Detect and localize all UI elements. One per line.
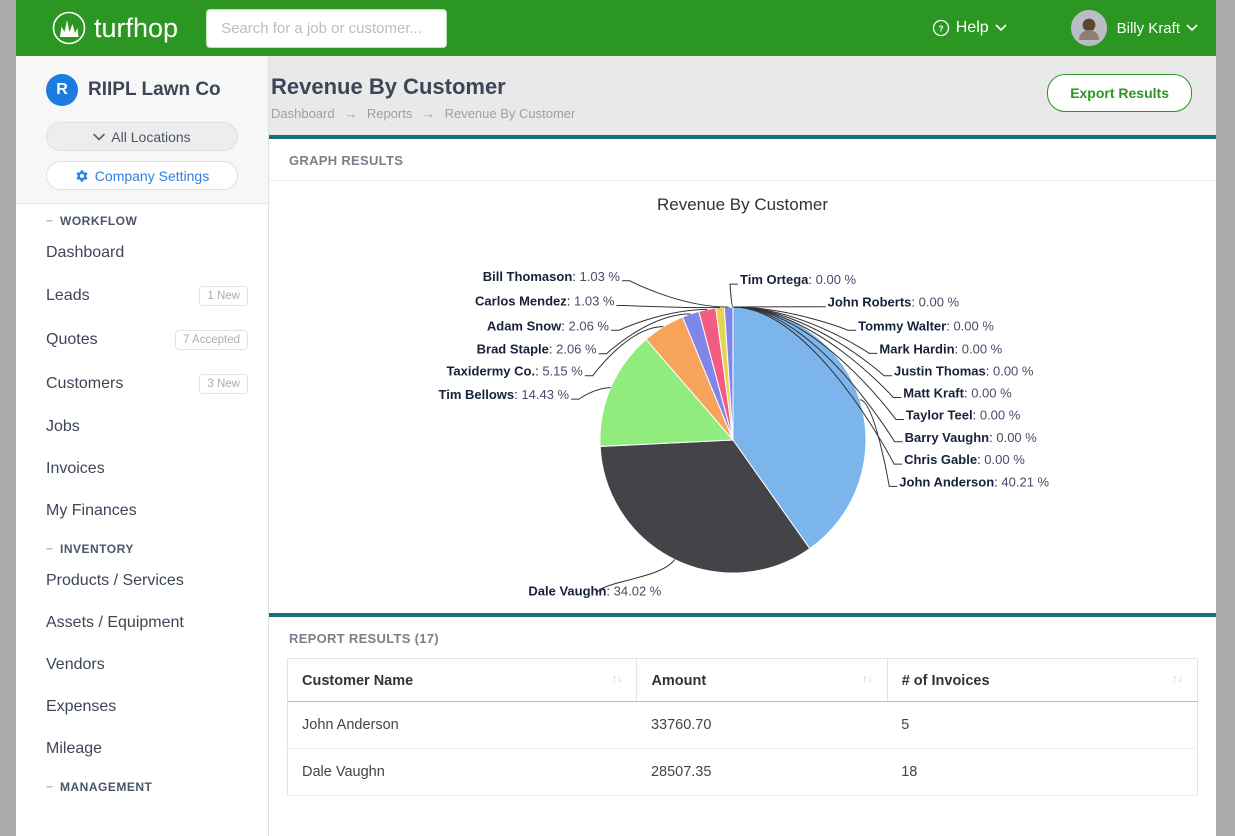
svg-text:?: ?: [938, 24, 943, 33]
svg-text:Dale Vaughn: 34.02 %: Dale Vaughn: 34.02 %: [528, 583, 661, 598]
svg-text:Tommy Walter: 0.00 %: Tommy Walter: 0.00 %: [858, 318, 994, 333]
svg-text:Brad Staple: 2.06 %: Brad Staple: 2.06 %: [477, 342, 597, 357]
svg-text:John Roberts: 0.00 %: John Roberts: 0.00 %: [828, 295, 960, 310]
svg-text:Mark Hardin: 0.00 %: Mark Hardin: 0.00 %: [879, 341, 1002, 356]
svg-text:Barry Vaughn: 0.00 %: Barry Vaughn: 0.00 %: [905, 430, 1038, 445]
svg-text:Carlos Mendez: 1.03 %: Carlos Mendez: 1.03 %: [475, 294, 615, 309]
svg-text:Chris Gable: 0.00 %: Chris Gable: 0.00 %: [904, 452, 1025, 467]
svg-text:Matt Kraft: 0.00 %: Matt Kraft: 0.00 %: [903, 386, 1012, 401]
svg-text:Taxidermy Co.: 5.15 %: Taxidermy Co.: 5.15 %: [446, 364, 583, 379]
svg-text:Tim Ortega: 0.00 %: Tim Ortega: 0.00 %: [740, 272, 857, 287]
svg-text:Taylor Teel: 0.00 %: Taylor Teel: 0.00 %: [906, 408, 1021, 423]
svg-text:John Anderson: 40.21 %: John Anderson: 40.21 %: [899, 474, 1049, 489]
svg-text:Tim Bellows: 14.43 %: Tim Bellows: 14.43 %: [439, 387, 570, 402]
svg-text:Bill Thomason: 1.03 %: Bill Thomason: 1.03 %: [483, 269, 621, 284]
svg-text:Justin Thomas: 0.00 %: Justin Thomas: 0.00 %: [894, 364, 1034, 379]
svg-text:Adam Snow: 2.06 %: Adam Snow: 2.06 %: [487, 318, 610, 333]
